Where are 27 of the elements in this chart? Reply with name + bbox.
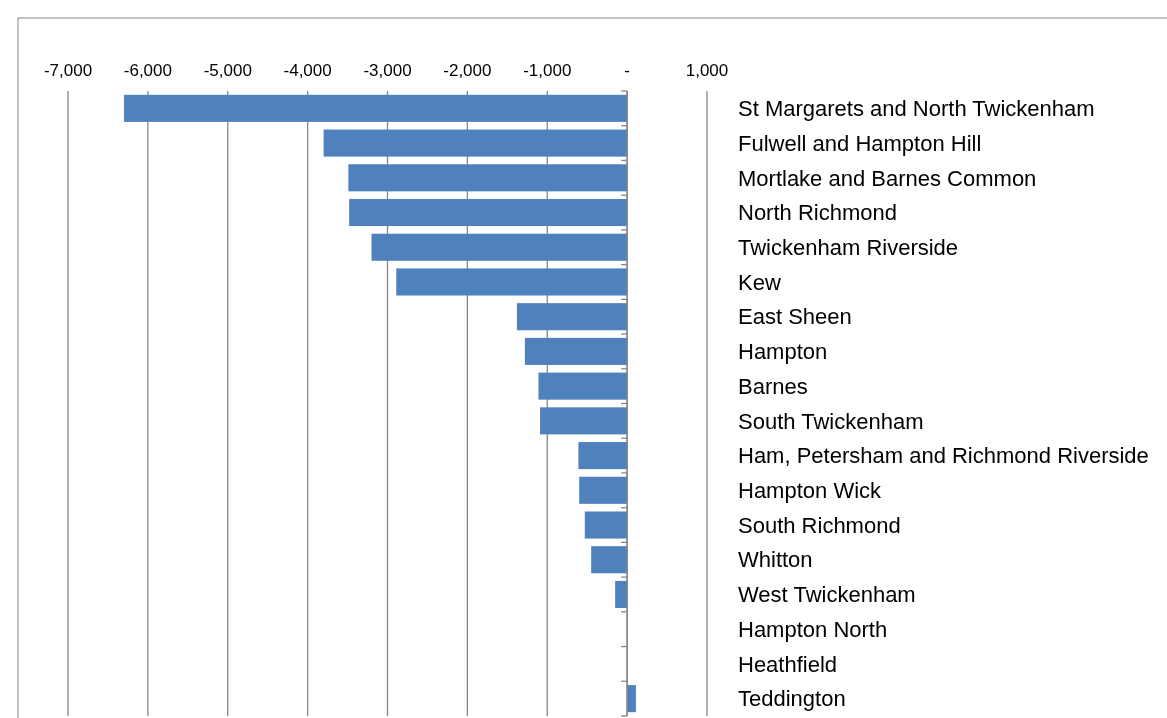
y-tick-label: North Richmond bbox=[738, 200, 897, 226]
y-tick-label: West Twickenham bbox=[738, 582, 916, 608]
x-tick-label: - bbox=[624, 61, 630, 80]
x-tick-label: -3,000 bbox=[363, 61, 412, 80]
y-tick-label: Teddington bbox=[738, 686, 846, 712]
y-tick-label: Hampton North bbox=[738, 616, 888, 642]
x-tick-label: -5,000 bbox=[203, 61, 252, 80]
y-tick-label: Hampton bbox=[738, 339, 828, 365]
y-tick-label: St Margarets and North Twickenham bbox=[738, 96, 1095, 122]
y-tick-label: Ham, Petersham and Richmond Riverside bbox=[738, 443, 1149, 469]
y-tick-label: Hampton Wick bbox=[738, 478, 883, 504]
x-tick-label: -7,000 bbox=[43, 61, 93, 80]
y-tick-label: Kew bbox=[738, 269, 781, 295]
y-tick-label: Fulwell and Hampton Hill bbox=[738, 130, 982, 156]
x-tick-label: -1,000 bbox=[523, 61, 572, 80]
x-tick-label: 1,000 bbox=[685, 61, 729, 80]
y-tick-label: Heathfield bbox=[738, 651, 838, 677]
y-tick-label: Whitton bbox=[738, 547, 813, 573]
y-tick-label: South Richmond bbox=[738, 512, 901, 538]
y-tick-label: Twickenham Riverside bbox=[738, 234, 959, 260]
x-tick-label: -2,000 bbox=[443, 61, 492, 80]
x-tick-label: -6,000 bbox=[123, 61, 172, 80]
y-tick-label: South Twickenham bbox=[738, 408, 924, 434]
y-tick-label: East Sheen bbox=[738, 304, 852, 330]
y-tick-label: Mortlake and Barnes Common bbox=[738, 165, 1037, 191]
x-tick-label: -4,000 bbox=[283, 61, 332, 80]
y-tick-label: Barnes bbox=[738, 373, 808, 399]
